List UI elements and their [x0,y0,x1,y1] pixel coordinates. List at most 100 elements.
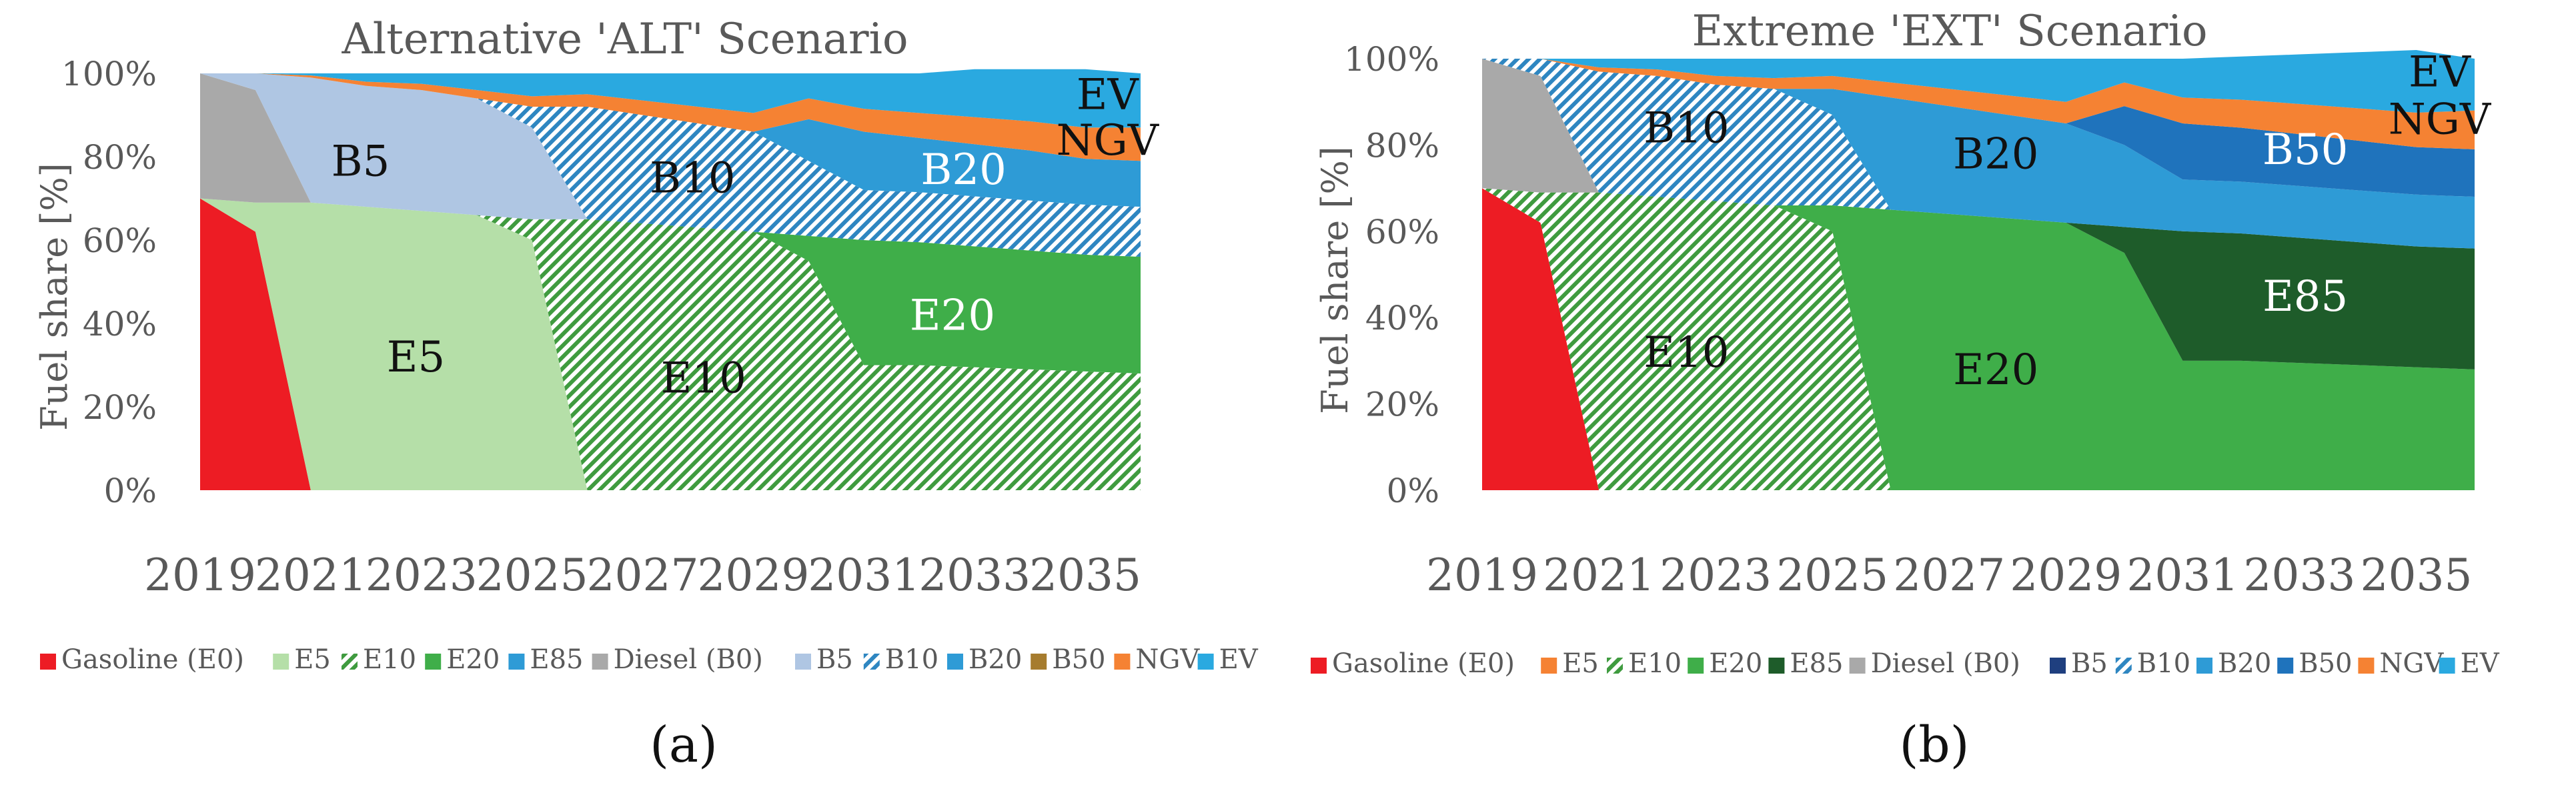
x-tick-label: 2031 [808,550,920,601]
x-tick-label: 2035 [1029,550,1141,601]
region-label-ngv: NGV [1057,116,1160,165]
area-series-group [1482,50,2475,490]
legend-swatch-b50 [1031,654,1047,670]
x-tick-label: 2027 [1893,550,2005,601]
x-tick-label: 2023 [1660,550,1772,601]
region-label-b5: B5 [332,137,390,186]
x-tick-label: 2035 [2360,550,2472,601]
area-b20 [1482,59,2475,249]
legend-swatch-diesel-b0 [1849,658,1866,674]
legend-swatch-b50 [2277,658,2294,674]
region-label-ev: EV [2409,47,2472,97]
legend-label-gasoline-e0: Gasoline (E0) [61,644,244,675]
legend-swatch-ngv [1114,654,1131,670]
region-label-b10: B10 [650,153,735,203]
legend-swatch-gasoline-e0 [1311,658,1327,674]
area-e85 [1482,188,2475,369]
y-tick-label: 0% [1387,472,1439,510]
legend-label-ev: EV [2461,648,2500,679]
legend-label-b5: B5 [816,644,853,675]
legend-swatch-e10 [1607,658,1623,674]
region-label-e10: E10 [661,353,746,403]
legend-swatch-b20 [2196,658,2212,674]
legend-swatch-e5 [1541,658,1557,674]
legend-label-diesel-b0: Diesel (B0) [1871,648,2020,679]
area-b20 [200,73,1141,207]
x-tick-label: 2031 [2126,550,2238,601]
area-e10 [200,198,1141,490]
panel-label: (a) [650,716,718,774]
y-tick-label: 100% [61,55,157,93]
legend-swatch-gasoline-e0 [40,654,56,670]
y-tick-label: 40% [83,305,157,343]
y-tick-label: 80% [1365,126,1439,165]
region-label-b10: B10 [1644,104,1729,153]
y-axis-label: Fuel share [%] [33,163,75,431]
legend-label-ngv: NGV [1135,644,1200,675]
area-e20 [1482,188,2475,490]
x-tick-label: 2029 [2010,550,2122,601]
legend-swatch-b10 [2115,658,2132,674]
chart-ext-scenario: Extreme 'EXT' Scenario Fuel share [%] 0%… [1311,7,2500,774]
y-tick-label: 40% [1365,299,1439,337]
legend-label-b50: B50 [2299,648,2352,679]
x-tick-label: 2021 [255,550,367,601]
legend-swatch-ev [2439,658,2455,674]
x-tick-label: 2033 [2243,550,2355,601]
region-label-e20: E20 [1953,345,2038,395]
chart-title: Extreme 'EXT' Scenario [1692,7,2208,56]
area-ev [1482,50,2475,113]
legend-label-e20: E20 [1709,648,1762,679]
legend-swatch-e10 [342,654,358,670]
legend-label-b10: B10 [885,644,938,675]
legend-label-e85: E85 [530,644,583,675]
legend-label-ev: EV [1219,644,1259,675]
legend-label-gasoline-e0: Gasoline (E0) [1332,648,1515,679]
legend-label-b10: B10 [2137,648,2190,679]
x-tick-label: 2019 [144,550,256,601]
legend-label-diesel-b0: Diesel (B0) [614,644,763,675]
area-ngv [1482,59,2475,149]
legend: Gasoline (E0) E5 E10 E20 E85 Diesel (B0) B5 B10… [40,644,1259,675]
area-gasoline-e0 [1482,188,2475,490]
legend-swatch-b20 [947,654,963,670]
legend-label-e85: E85 [1790,648,1843,679]
area-series-group [200,69,1141,490]
region-label-b20: B20 [1953,129,2038,179]
y-tick-label: 60% [83,221,157,260]
legend-label-b50: B50 [1052,644,1105,675]
legend-swatch-ngv [2358,658,2375,674]
y-tick-labels: 0% 20% 40% 60% 80% 100% [1344,40,1439,510]
area-e5 [200,198,1141,490]
area-b10 [1482,59,2475,249]
region-label-e20: E20 [910,291,995,341]
x-tick-label: 2027 [587,550,699,601]
area-b50 [1482,59,2475,197]
area-e10 [1482,188,2475,490]
region-label-ev: EV [1077,70,1140,119]
y-tick-label: 20% [1365,385,1439,424]
y-tick-label: 0% [104,472,157,510]
region-label-ngv: NGV [2389,95,2492,145]
legend-swatch-ev [1197,654,1214,670]
x-tick-label: 2023 [366,550,478,601]
legend-swatch-b10 [863,654,880,670]
area-b5 [200,73,1141,257]
y-tick-labels: 0% 20% 40% 60% 80% 100% [61,55,157,510]
area-gasoline-e0 [200,198,1141,490]
area-e20 [200,198,1141,373]
y-tick-label: 60% [1365,213,1439,251]
legend-swatch-e85 [1768,658,1785,674]
legend-swatch-e85 [508,654,525,670]
region-label-b50: B50 [2263,125,2348,175]
region-label-e5: E5 [387,333,445,382]
x-tick-label: 2021 [1543,550,1655,601]
region-label-e10: E10 [1644,328,1729,377]
legend-label-e5: E5 [1562,648,1599,679]
x-tick-label: 2033 [918,550,1031,601]
y-axis-label: Fuel share [%] [1314,146,1356,414]
legend-label-b20: B20 [2218,648,2271,679]
